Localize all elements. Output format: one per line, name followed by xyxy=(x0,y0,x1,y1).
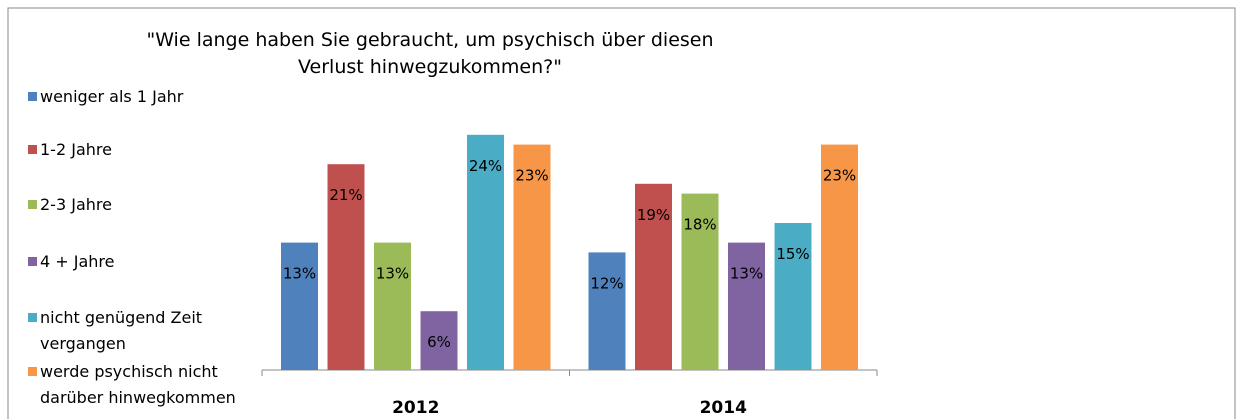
legend-item: 4 + Jahre xyxy=(28,249,265,275)
legend-label: weniger als 1 Jahr xyxy=(40,87,184,106)
bar xyxy=(588,252,626,370)
x-tick-label: 2014 xyxy=(700,398,747,418)
bar xyxy=(681,193,719,370)
legend-swatch xyxy=(28,257,37,266)
legend-swatch xyxy=(28,200,37,209)
legend-label: 2-3 Jahre xyxy=(40,195,112,214)
data-label: 12% xyxy=(590,274,623,292)
data-label: 21% xyxy=(329,186,362,204)
chart-border xyxy=(7,7,1236,419)
legend-item: werde psychisch nicht darüber hinwegkomm… xyxy=(28,359,265,411)
data-label: 15% xyxy=(776,245,809,263)
chart-title: "Wie lange haben Sie gebraucht, um psych… xyxy=(146,29,713,51)
bar xyxy=(327,164,365,370)
data-label: 23% xyxy=(515,167,548,185)
legend-item: 2-3 Jahre xyxy=(28,192,265,218)
bar xyxy=(774,223,812,370)
data-label: 6% xyxy=(427,333,451,351)
legend-label: nicht genügend Zeit vergangen xyxy=(40,308,203,353)
data-label: 13% xyxy=(376,265,409,283)
legend-label: 4 + Jahre xyxy=(40,252,115,271)
legend-item: weniger als 1 Jahr xyxy=(28,84,265,110)
bar xyxy=(821,144,858,370)
legend-swatch xyxy=(28,313,37,322)
bar xyxy=(281,242,318,370)
legend-swatch xyxy=(28,367,37,376)
legend-item: nicht genügend Zeit vergangen xyxy=(28,305,265,357)
data-label: 24% xyxy=(469,157,502,175)
legend-label: werde psychisch nicht darüber hinwegkomm… xyxy=(40,362,236,407)
chart-title: Verlust hinwegzukommen?" xyxy=(298,56,562,78)
legend-item: 1-2 Jahre xyxy=(28,137,265,163)
data-label: 19% xyxy=(637,206,670,224)
legend-swatch xyxy=(28,145,37,154)
legend-swatch xyxy=(28,92,37,101)
x-tick-label: 2012 xyxy=(392,398,439,418)
bar xyxy=(728,242,765,370)
data-label: 13% xyxy=(283,265,316,283)
data-label: 23% xyxy=(823,167,856,185)
bar xyxy=(467,134,504,370)
bar xyxy=(635,183,672,370)
bar xyxy=(420,311,458,370)
data-label: 13% xyxy=(730,265,763,283)
data-label: 18% xyxy=(683,216,716,234)
legend-label: 1-2 Jahre xyxy=(40,140,112,159)
bar xyxy=(513,144,551,370)
bar xyxy=(374,242,411,370)
